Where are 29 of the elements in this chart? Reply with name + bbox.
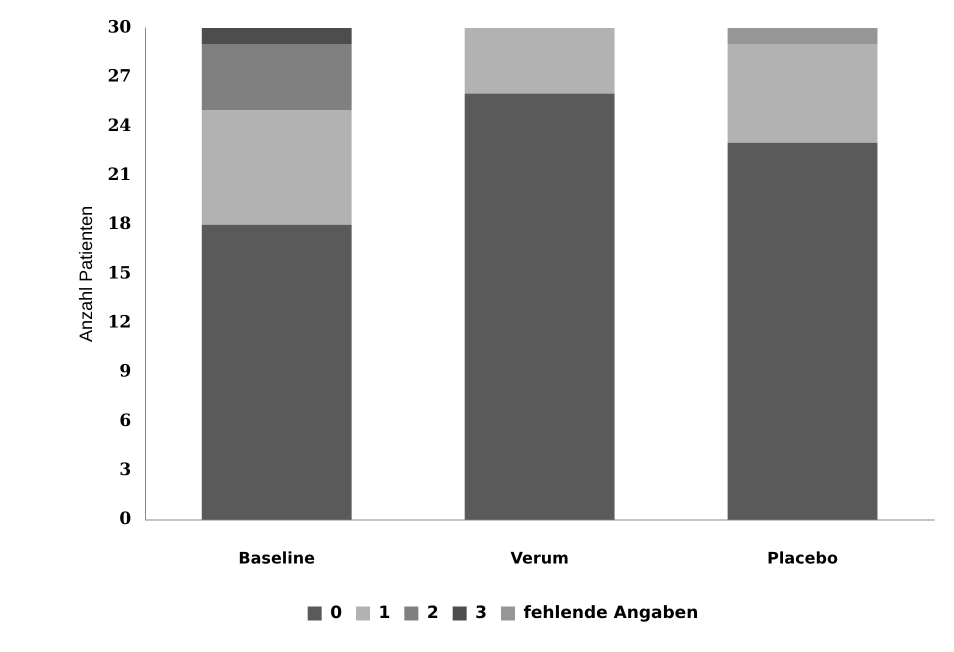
bar [464,94,615,520]
x-tick-label: Baseline [238,548,316,568]
y-tick-label: 12 [108,312,132,332]
legend-label: 1 [378,602,390,623]
bar [202,224,352,520]
bar [202,28,352,44]
y-tick-label: 21 [108,164,132,185]
y-tick-label: 30 [108,17,132,38]
bar [728,28,878,44]
x-tick-label: Placebo [767,548,838,568]
y-tick-label: 24 [108,116,132,136]
legend-label: 3 [475,602,488,623]
y-axis-title: Anzahl Patienten [76,206,96,342]
bar [202,44,352,110]
bar [202,110,352,225]
y-tick-label: 15 [108,263,132,284]
legend-label: fehlende Angaben [524,602,698,623]
bar [728,44,878,143]
y-tick-label: 18 [108,214,132,234]
legend-label: 0 [330,602,342,623]
x-tick-label: Verum [510,548,569,568]
y-tick-label: 0 [119,509,132,530]
legend-label: 2 [426,602,439,623]
y-tick-label: 3 [119,460,132,480]
y-tick-label: 9 [119,362,132,382]
bar [728,142,878,520]
y-tick-label: 27 [108,66,132,87]
bar [464,28,615,94]
y-tick-label: 6 [119,410,132,431]
